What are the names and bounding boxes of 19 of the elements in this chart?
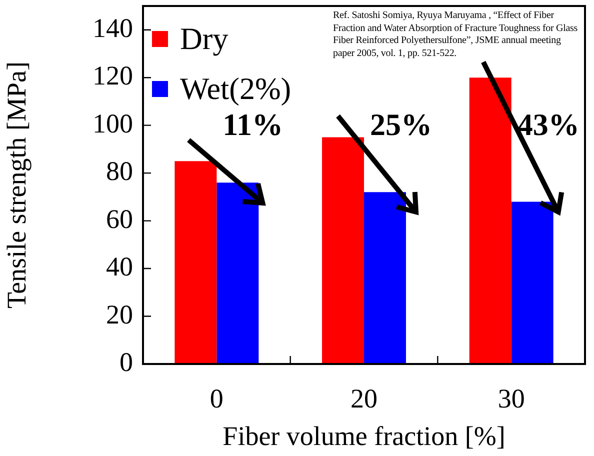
x-tick-label: 0 — [210, 383, 224, 414]
y-tick-label: 80 — [106, 156, 133, 186]
legend-label: Dry — [180, 20, 228, 58]
y-tick-label: 120 — [92, 60, 133, 91]
x-axis-title: Fiber volume fraction [%] — [222, 420, 506, 451]
x-tick-label: 20 — [350, 383, 378, 414]
y-tick-label: 60 — [106, 204, 133, 234]
y-axis-title: Tensile strength [MPa] — [1, 61, 32, 309]
y-tick-label: 40 — [106, 252, 133, 282]
y-tick-label: 100 — [92, 108, 133, 138]
y-tick-label: 140 — [92, 12, 133, 43]
annotation: Ref. Satoshi Somiya, Ryuya Maruyama , “Effect of Fiber Fraction and Water Absorption of Fracture Toughness for Glass Fiber Reinforced Polyethersulfone”, JSME annual meeting paper 2005, vol. 1, pp. 521-522. — [333, 10, 578, 60]
legend-label: Wet(2%) — [180, 71, 292, 106]
y-tick-label: 20 — [106, 299, 133, 330]
x-tick-label: 30 — [498, 383, 525, 414]
annotation: 25% — [370, 107, 432, 142]
annotation: 43% — [517, 107, 580, 142]
annotation: 11% — [222, 107, 283, 142]
y-tick-label: 0 — [120, 347, 133, 378]
